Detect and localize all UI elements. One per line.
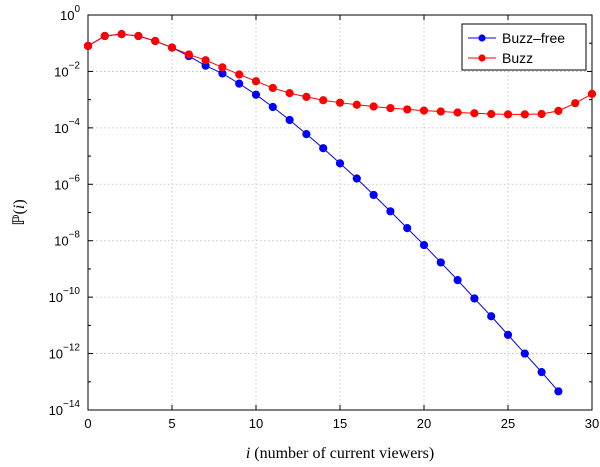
data-point [235, 70, 244, 79]
x-tick-label: 15 [333, 416, 347, 431]
axis-ticks: 0 5 10 15 20 25 30 100 10−2 10−4 10−6 10−8 10−10 10−1… [49, 4, 600, 431]
legend-swatch-marker [478, 34, 486, 42]
data-point [369, 190, 378, 200]
data-point [167, 43, 177, 52]
x-tick-label: 25 [501, 416, 515, 431]
data-point [470, 109, 479, 118]
data-point [520, 349, 529, 358]
legend: Buzz–free Buzz [461, 23, 587, 71]
data-point [151, 36, 160, 46]
data-point [369, 102, 378, 111]
data-point [419, 240, 429, 250]
data-point [537, 368, 546, 377]
legend-label: Buzz [502, 50, 533, 66]
series-buzz-free [83, 30, 563, 396]
data-point [520, 110, 529, 119]
series-line [87, 33, 559, 392]
data-point [285, 115, 294, 125]
data-point [419, 106, 429, 115]
data-point [302, 130, 311, 139]
y-tick-label: 10−12 [49, 343, 81, 362]
data-point [134, 31, 143, 41]
data-point [386, 104, 395, 113]
data-point [302, 92, 311, 102]
data-point [268, 102, 277, 112]
data-point [537, 109, 546, 119]
data-point [100, 31, 109, 41]
data-point [268, 83, 277, 93]
y-tick-label: 10−4 [54, 117, 80, 136]
data-point [554, 387, 563, 396]
x-tick-label: 0 [84, 416, 91, 431]
data-point [503, 110, 513, 119]
data-point [251, 77, 261, 86]
data-point [319, 144, 328, 153]
y-tick-label: 10−2 [54, 60, 80, 79]
x-tick-label: 5 [168, 416, 175, 431]
data-point [487, 312, 496, 321]
y-tick-label: 10−8 [54, 230, 80, 249]
data-point [235, 79, 244, 88]
data-point [571, 99, 580, 108]
y-axis-label: ℙ(i) [11, 199, 28, 225]
legend-box [461, 23, 587, 71]
y-axis-label-prefix: ℙ( [11, 209, 28, 226]
data-point [251, 90, 261, 99]
series-buzz [83, 30, 597, 119]
y-axis-label-suffix: ) [11, 199, 28, 204]
data-point [352, 100, 361, 109]
x-axis-label-rest: (number of current viewers) [250, 445, 434, 462]
x-axis-label-italic: i [246, 445, 250, 462]
data-point [335, 159, 345, 168]
data-point [503, 330, 513, 339]
data-point [285, 89, 294, 98]
data-point [487, 109, 496, 119]
y-tick-label: 10−10 [49, 286, 81, 305]
data-point [335, 98, 345, 107]
data-point [386, 207, 395, 216]
x-axis-label: i (number of current viewers) [246, 445, 434, 462]
y-tick-label: 10−6 [54, 173, 80, 192]
data-point [403, 223, 412, 233]
y-tick-label: 100 [60, 4, 80, 23]
data-point [184, 50, 193, 59]
series-layer [83, 30, 597, 396]
data-point [201, 56, 210, 65]
data-point [453, 108, 462, 117]
legend-swatch-marker [478, 54, 486, 62]
legend-label: Buzz–free [502, 30, 565, 46]
grid [88, 15, 592, 410]
x-tick-label: 10 [249, 416, 263, 431]
data-point [403, 105, 412, 114]
x-tick-label: 30 [585, 416, 599, 431]
data-point [352, 174, 361, 183]
data-point [83, 41, 93, 51]
data-point [218, 63, 227, 72]
data-point [587, 89, 597, 98]
x-tick-label: 20 [417, 416, 431, 431]
data-point [453, 276, 462, 285]
data-point [470, 294, 479, 303]
data-point [436, 258, 445, 267]
data-point [436, 107, 445, 116]
y-axis-label-var: i [11, 205, 28, 209]
data-point [319, 96, 328, 105]
y-tick-label: 10−14 [49, 399, 81, 418]
data-point [554, 106, 563, 115]
data-point [117, 30, 126, 39]
